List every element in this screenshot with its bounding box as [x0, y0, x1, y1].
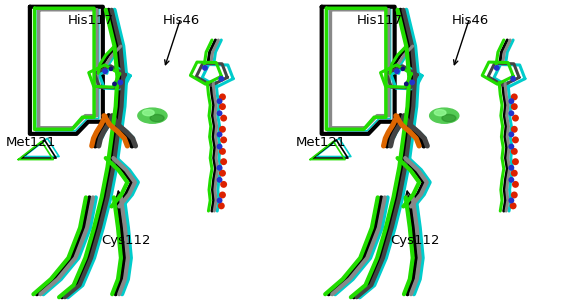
Point: [218, 192, 227, 197]
Point: [510, 192, 519, 197]
Circle shape: [143, 110, 154, 116]
Point: [507, 144, 516, 149]
Point: [218, 149, 227, 154]
Point: [398, 66, 408, 71]
Point: [510, 95, 519, 99]
Point: [510, 171, 519, 176]
Point: [215, 144, 224, 149]
Point: [215, 111, 224, 116]
Point: [101, 69, 110, 74]
Text: His46: His46: [163, 14, 200, 27]
Point: [218, 127, 227, 132]
Point: [511, 182, 520, 187]
Point: [507, 99, 516, 104]
Text: Met121: Met121: [295, 136, 346, 150]
Point: [408, 80, 417, 85]
Point: [216, 76, 226, 81]
Point: [219, 182, 228, 187]
Point: [215, 178, 224, 182]
Point: [508, 203, 518, 208]
Point: [507, 111, 516, 116]
Point: [393, 69, 402, 74]
Point: [510, 149, 519, 154]
Circle shape: [429, 108, 459, 123]
Point: [219, 137, 228, 142]
Point: [200, 65, 209, 70]
Point: [507, 165, 516, 170]
Point: [215, 99, 224, 104]
Text: Cys112: Cys112: [390, 234, 440, 247]
Point: [218, 171, 227, 176]
Point: [116, 80, 125, 85]
Text: Met121: Met121: [5, 136, 56, 150]
Point: [492, 65, 501, 70]
Point: [215, 165, 224, 170]
Point: [215, 132, 224, 137]
Point: [402, 81, 411, 86]
Circle shape: [138, 108, 167, 123]
Point: [511, 116, 520, 121]
Text: His117: His117: [357, 14, 403, 27]
Point: [219, 116, 228, 121]
Point: [507, 132, 516, 137]
Point: [508, 76, 518, 81]
Text: His117: His117: [68, 14, 114, 27]
Text: Cys112: Cys112: [101, 234, 151, 247]
Circle shape: [150, 115, 164, 122]
Circle shape: [434, 110, 446, 116]
Point: [511, 159, 520, 164]
Point: [507, 198, 516, 203]
Circle shape: [442, 115, 456, 122]
Point: [110, 81, 119, 86]
Point: [510, 104, 519, 109]
Point: [218, 95, 227, 99]
Text: His46: His46: [452, 14, 489, 27]
Point: [219, 159, 228, 164]
Point: [215, 198, 224, 203]
Point: [216, 203, 226, 208]
Point: [511, 137, 520, 142]
Point: [507, 178, 516, 182]
Point: [510, 127, 519, 132]
Point: [106, 66, 116, 71]
Point: [218, 104, 227, 109]
